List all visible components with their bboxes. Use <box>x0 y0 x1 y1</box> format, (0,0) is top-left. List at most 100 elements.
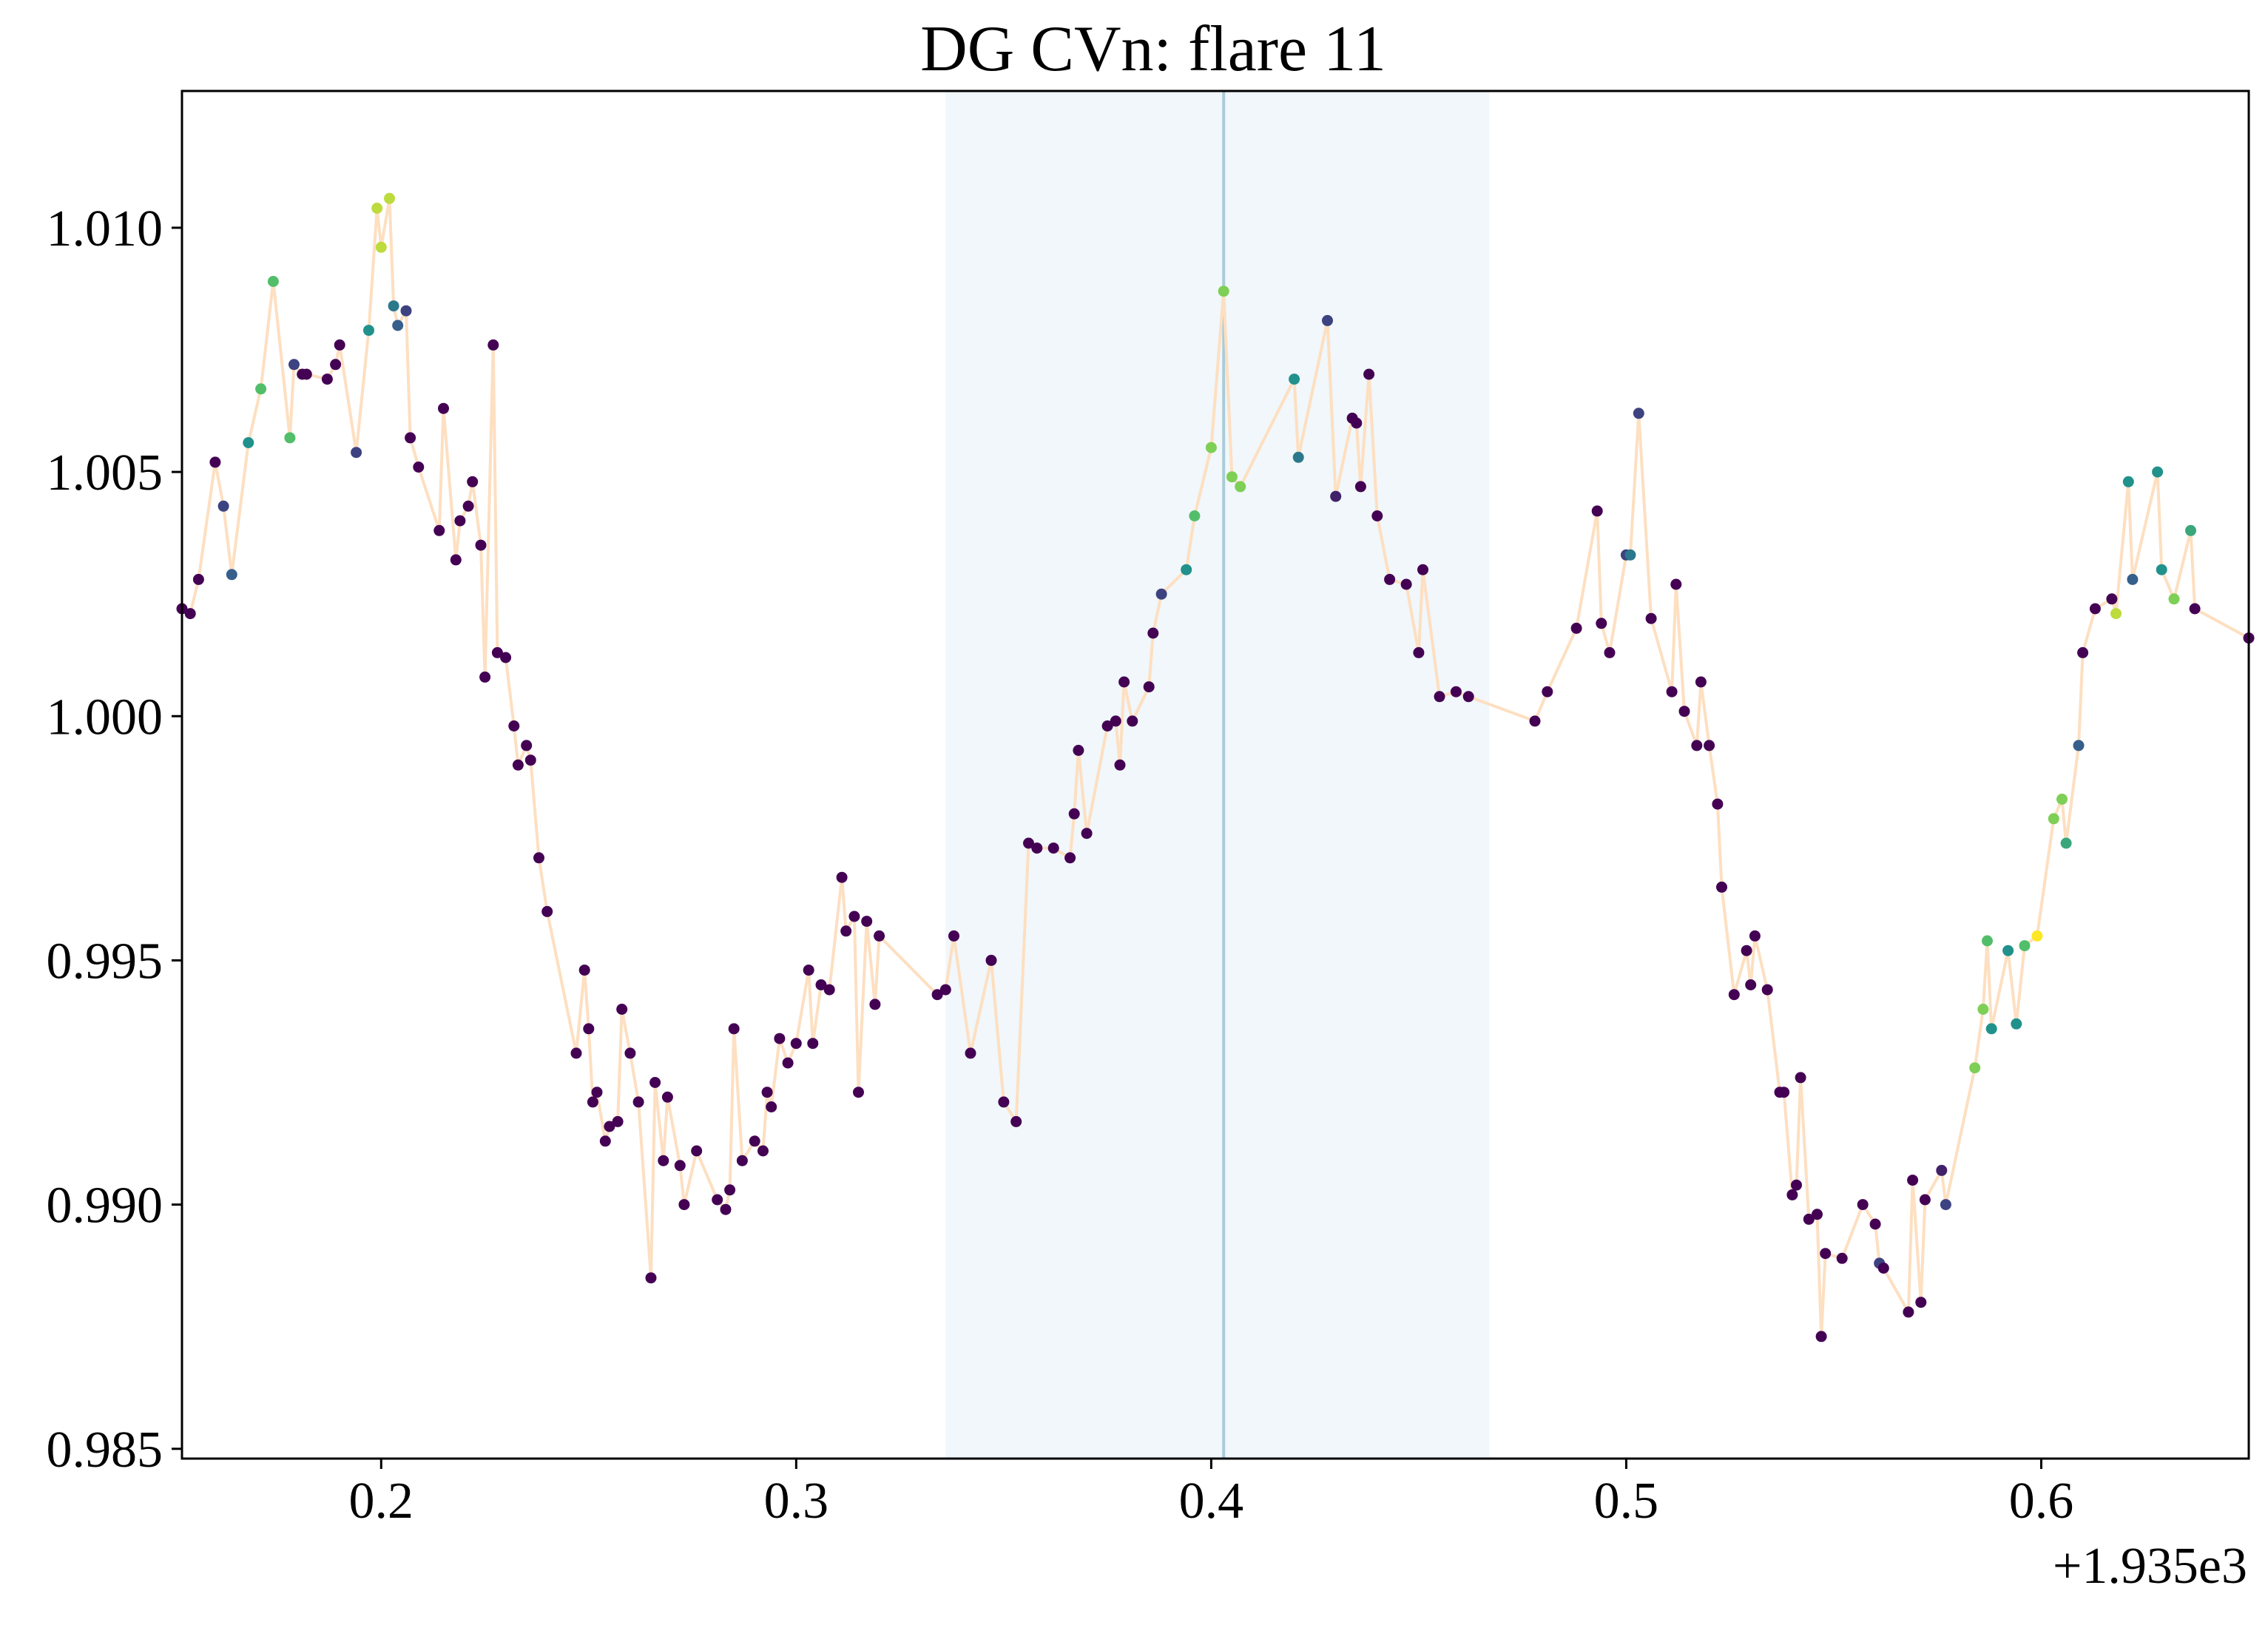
plot-area <box>176 89 2255 1460</box>
data-point <box>1795 1072 1806 1084</box>
data-point <box>1330 490 1342 502</box>
data-point <box>2060 837 2072 849</box>
data-point <box>1047 842 1059 854</box>
data-point <box>1704 740 1715 751</box>
x-axis: 0.2 0.3 0.4 0.5 0.6 <box>349 1459 2073 1530</box>
data-point <box>1023 837 1034 849</box>
data-point <box>570 1047 582 1059</box>
data-point <box>1118 676 1130 688</box>
data-point <box>1645 612 1657 624</box>
data-point <box>853 1087 864 1098</box>
data-point <box>1907 1175 1919 1186</box>
data-point <box>1786 1189 1798 1200</box>
x-tick-label: 0.5 <box>1594 1473 1659 1530</box>
data-point <box>861 916 873 928</box>
data-point <box>1064 852 1076 864</box>
data-point <box>1940 1199 1951 1211</box>
x-offset-label: +1.935e3 <box>2053 1538 2247 1595</box>
data-point <box>541 905 553 917</box>
data-point <box>674 1160 686 1172</box>
data-point <box>840 925 852 937</box>
data-point <box>384 192 395 204</box>
data-point <box>2127 573 2139 585</box>
data-point <box>1068 808 1080 820</box>
data-point <box>1289 374 1300 385</box>
data-point <box>388 300 399 312</box>
y-tick-label: 0.985 <box>47 1422 163 1479</box>
data-point <box>1633 408 1644 419</box>
data-point <box>2089 603 2101 615</box>
shaded-region <box>945 91 1490 1459</box>
data-point <box>2189 603 2201 615</box>
data-point <box>985 954 997 966</box>
data-point <box>724 1184 736 1196</box>
data-point <box>1670 578 1682 590</box>
data-point <box>2048 813 2059 825</box>
chart-title: DG CVn: flare 11 <box>920 13 1386 85</box>
data-point <box>1982 935 1993 947</box>
data-point <box>1462 691 1474 703</box>
data-point <box>1413 646 1425 658</box>
data-point <box>1218 286 1229 297</box>
data-point <box>612 1115 624 1127</box>
data-point <box>1728 989 1740 1001</box>
data-point <box>2002 945 2014 956</box>
data-point <box>217 500 229 512</box>
data-point <box>524 754 536 766</box>
data-point <box>1877 1263 1889 1274</box>
data-point <box>1189 510 1201 521</box>
data-point <box>749 1135 760 1147</box>
data-point <box>587 1096 598 1108</box>
data-point <box>351 447 362 459</box>
data-point <box>462 500 474 512</box>
data-point <box>487 339 499 351</box>
plot-frame <box>180 89 2250 1460</box>
data-point <box>678 1199 690 1211</box>
data-point <box>1915 1297 1927 1308</box>
data-point <box>438 402 449 414</box>
data-point <box>467 476 479 487</box>
data-point <box>848 911 860 922</box>
data-point <box>2031 930 2043 942</box>
data-point <box>1354 481 1366 493</box>
data-point <box>761 1087 773 1098</box>
data-point <box>1031 842 1043 854</box>
data-point <box>728 1023 740 1035</box>
data-point <box>599 1135 611 1147</box>
data-point <box>931 989 943 1001</box>
data-point <box>757 1145 769 1157</box>
data-point <box>712 1194 723 1206</box>
data-point <box>1691 740 1703 751</box>
data-point <box>803 964 814 976</box>
data-point <box>578 964 590 976</box>
data-point <box>450 554 462 566</box>
data-point <box>2077 646 2089 658</box>
data-point <box>1147 627 1159 639</box>
data-point <box>2152 466 2164 478</box>
data-point <box>2110 608 2122 620</box>
data-point <box>807 1038 819 1050</box>
data-point <box>500 652 512 663</box>
data-point <box>1114 759 1126 771</box>
data-point <box>1624 549 1636 561</box>
data-point <box>2073 740 2085 751</box>
data-point <box>2011 1018 2022 1030</box>
data-point <box>491 646 503 658</box>
data-point <box>2106 593 2118 605</box>
data-point <box>1596 618 1607 629</box>
y-tick-label: 0.995 <box>47 933 163 990</box>
data-point <box>1969 1062 1981 1074</box>
data-point <box>512 759 524 771</box>
data-point <box>1529 715 1541 727</box>
data-point <box>1869 1218 1881 1230</box>
data-point <box>1235 481 1246 493</box>
data-point <box>2168 593 2180 605</box>
data-point <box>184 608 196 620</box>
data-point <box>1815 1331 1827 1342</box>
data-point <box>1985 1023 1997 1035</box>
data-point <box>1400 578 1412 590</box>
data-point <box>521 740 533 751</box>
data-point <box>433 524 445 536</box>
data-point <box>998 1096 1010 1108</box>
